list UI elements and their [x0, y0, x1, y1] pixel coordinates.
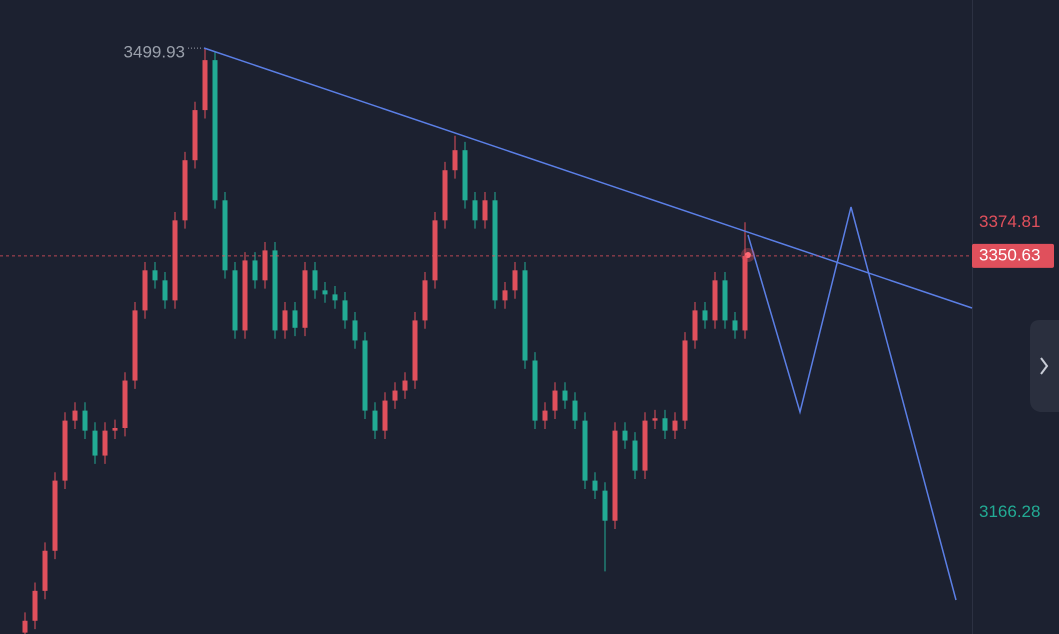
candle-body: [42, 550, 48, 591]
candle-body: [452, 150, 458, 171]
candle-body: [722, 280, 728, 321]
candle-body: [212, 60, 218, 201]
candle-body: [532, 360, 538, 421]
candle-body: [72, 410, 78, 421]
candle-body: [642, 420, 648, 471]
candle-body: [172, 220, 178, 301]
candle-body: [562, 390, 568, 401]
candle-body: [192, 110, 198, 161]
candle-body: [602, 490, 608, 521]
candle-body: [302, 270, 308, 328]
candle-body: [662, 418, 668, 431]
candle-body: [472, 200, 478, 221]
candle-body: [232, 270, 238, 331]
candle-body: [282, 310, 288, 331]
collapse-button[interactable]: [1030, 320, 1059, 412]
candle-body: [502, 290, 508, 301]
candle-body: [392, 390, 398, 401]
candle-body: [112, 428, 118, 431]
candle-body: [652, 418, 658, 421]
price-label: 3350.63: [979, 245, 1040, 264]
candle-body: [672, 420, 678, 431]
candle-body: [262, 250, 268, 281]
price-label-box: [972, 243, 1054, 268]
candle-body: [592, 480, 598, 491]
candle-body: [552, 390, 558, 411]
candle-body: [412, 320, 418, 381]
candle-body: [372, 410, 378, 431]
candle-body: [522, 270, 528, 361]
candle-body: [622, 430, 628, 441]
candle-body: [612, 430, 618, 521]
candle-body: [152, 270, 158, 281]
candle-body: [322, 290, 328, 295]
candle-body: [132, 310, 138, 381]
candle-body: [342, 300, 348, 321]
candle-body: [332, 294, 338, 301]
last-price-dot: [745, 252, 751, 258]
trend-line: [203, 47, 973, 309]
candle-body: [462, 150, 468, 201]
candle-body: [482, 200, 488, 221]
peak-label: 3499.93: [124, 43, 185, 62]
candle-body: [202, 60, 208, 111]
candle-body: [432, 220, 438, 281]
candle-body: [572, 400, 578, 421]
candle-body: [162, 280, 168, 301]
candle-body: [182, 160, 188, 221]
collapse-tab[interactable]: [1030, 320, 1059, 412]
candle-body: [492, 200, 498, 301]
candle-body: [582, 420, 588, 481]
candle-body: [142, 270, 148, 311]
candle-body: [702, 310, 708, 321]
projection-path: [747, 206, 957, 601]
candle-body: [422, 280, 428, 321]
candle-body: [732, 320, 738, 331]
candle-body: [382, 400, 388, 431]
candle-body: [352, 320, 358, 341]
candle-body: [52, 480, 58, 551]
candle-body: [682, 340, 688, 421]
candle-body: [542, 410, 548, 421]
candle-body: [92, 430, 98, 456]
candle-body: [122, 380, 128, 429]
price-label: 3374.81: [979, 212, 1040, 231]
candle-body: [292, 310, 298, 328]
candle-body: [242, 260, 248, 331]
candle-body: [222, 200, 228, 271]
candle-body: [742, 255, 748, 331]
candle-body: [62, 420, 68, 481]
candle-body: [712, 280, 718, 321]
candle-body: [252, 260, 258, 281]
price-labels: 3374.81 3350.63 3166.28 3499.93: [0, 43, 1054, 521]
price-label: 3166.28: [979, 502, 1040, 521]
candle-body: [442, 170, 448, 221]
candle-body: [272, 250, 278, 331]
candle-body: [362, 340, 368, 411]
candle-body: [32, 590, 38, 621]
candle-body: [312, 270, 318, 291]
candle-body: [632, 440, 638, 471]
candle-body: [82, 410, 88, 431]
candles: [22, 48, 748, 634]
candle-body: [402, 380, 408, 391]
candle-body: [692, 310, 698, 341]
candle-body: [102, 430, 108, 456]
candle-body: [512, 270, 518, 291]
candle-body: [22, 620, 28, 633]
collapse-icon[interactable]: [1040, 357, 1049, 375]
